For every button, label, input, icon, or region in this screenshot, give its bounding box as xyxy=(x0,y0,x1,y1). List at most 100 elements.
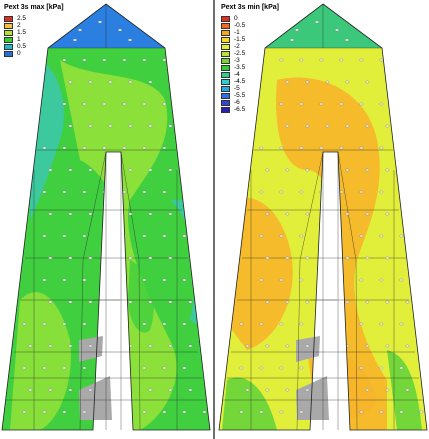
pressure-tap xyxy=(108,168,113,172)
pressure-tap xyxy=(142,146,147,150)
pressure-tap xyxy=(319,322,324,326)
pressure-tap xyxy=(299,278,304,282)
roof-tip-region xyxy=(48,4,165,48)
legend-swatch xyxy=(221,106,230,113)
pressure-tap xyxy=(265,168,270,172)
pressure-tap xyxy=(128,256,133,260)
legend-label: -4 xyxy=(234,71,240,78)
legend-label: -6 xyxy=(234,99,240,106)
pressure-tap xyxy=(319,58,324,62)
legend-entry: 2.5 xyxy=(4,15,64,22)
contour-region xyxy=(387,350,422,430)
pressure-tap xyxy=(88,300,93,304)
pressure-tap xyxy=(68,124,73,128)
pressure-tap xyxy=(108,212,113,216)
pressure-tap xyxy=(290,38,294,42)
pressure-tap xyxy=(325,300,330,304)
legend-swatch xyxy=(4,36,13,43)
pressure-tap xyxy=(108,124,113,128)
pressure-tap xyxy=(142,102,147,106)
legend-entry: 1.5 xyxy=(4,29,64,36)
legend-label: -1 xyxy=(234,29,240,36)
pressure-tap xyxy=(365,256,370,260)
legend-entry: -2.5 xyxy=(221,50,279,57)
pressure-tap xyxy=(305,388,310,392)
pressure-tap xyxy=(325,344,330,348)
pressure-max-contour-plot xyxy=(1,3,211,431)
pressure-tap xyxy=(62,190,67,194)
pressure-tap xyxy=(148,300,153,304)
grey-panel xyxy=(79,336,103,362)
pressure-tap xyxy=(299,234,304,238)
pressure-tap xyxy=(315,20,319,24)
pressure-tap xyxy=(142,278,147,282)
pressure-tap xyxy=(82,278,87,282)
pressure-tap xyxy=(299,322,304,326)
legend-swatch xyxy=(221,92,230,99)
pressure-tap xyxy=(279,102,284,106)
pressure-tap xyxy=(405,388,410,392)
pressure-tap xyxy=(259,278,264,282)
legend-entry: -4.5 xyxy=(221,78,279,85)
pressure-tap xyxy=(425,388,427,392)
pressure-tap xyxy=(128,212,133,216)
legend-swatch xyxy=(4,15,13,22)
pressure-tap xyxy=(385,168,390,172)
pressure-tap xyxy=(319,366,324,370)
pressure-tap xyxy=(285,124,290,128)
pressure-tap xyxy=(102,278,107,282)
pressure-tap xyxy=(345,124,350,128)
pressure-tap xyxy=(78,28,82,32)
pressure-tap xyxy=(299,366,304,370)
legend-entry: -4 xyxy=(221,71,279,78)
pressure-tap xyxy=(82,322,87,326)
legend-label: -5.5 xyxy=(234,92,246,99)
pressure-tap xyxy=(325,124,330,128)
pressure-tap xyxy=(68,80,73,84)
pressure-tap xyxy=(88,124,93,128)
pressure-tap xyxy=(379,146,384,150)
pressure-tap xyxy=(128,124,133,128)
pressure-tap xyxy=(122,146,127,150)
pressure-tap xyxy=(162,278,167,282)
pressure-tap xyxy=(28,388,33,392)
pressure-tap xyxy=(68,256,73,260)
pressure-tap xyxy=(182,234,187,238)
legend-swatch xyxy=(221,15,230,22)
pressure-tap xyxy=(108,80,113,84)
pressure-tap xyxy=(68,344,73,348)
pressure-tap xyxy=(208,388,210,392)
pressure-tap xyxy=(239,366,244,370)
pressure-tap xyxy=(42,366,47,370)
pressure-tap xyxy=(279,322,284,326)
pressure-tap xyxy=(62,102,67,106)
pressure-tap xyxy=(379,322,384,326)
pressure-tap xyxy=(339,102,344,106)
legend-title: Pext 3s min [kPa] xyxy=(221,4,279,11)
pressure-tap xyxy=(285,212,290,216)
pressure-tap xyxy=(325,80,330,84)
pressure-tap xyxy=(259,322,264,326)
pressure-tap xyxy=(122,322,127,326)
legend-label: -2.5 xyxy=(234,50,246,57)
mesh-line xyxy=(82,151,107,261)
pressure-tap xyxy=(102,58,107,62)
pressure-tap xyxy=(28,344,33,348)
pressure-tap xyxy=(162,58,167,62)
pressure-tap xyxy=(168,300,173,304)
pressure-tap xyxy=(319,102,324,106)
pressure-tap xyxy=(285,344,290,348)
legend-swatch xyxy=(221,64,230,71)
pressure-tap xyxy=(385,124,390,128)
legend-entry: -3 xyxy=(221,57,279,64)
pressure-tap xyxy=(148,168,153,172)
pressure-tap xyxy=(162,102,167,106)
pressure-tap xyxy=(285,80,290,84)
legend-entry: 2 xyxy=(4,22,64,29)
pressure-tap xyxy=(188,344,193,348)
pressure-tap xyxy=(279,410,284,414)
pressure-tap xyxy=(345,212,350,216)
grey-panel xyxy=(79,376,112,420)
pressure-tap xyxy=(385,388,390,392)
pressure-tap xyxy=(62,146,67,150)
